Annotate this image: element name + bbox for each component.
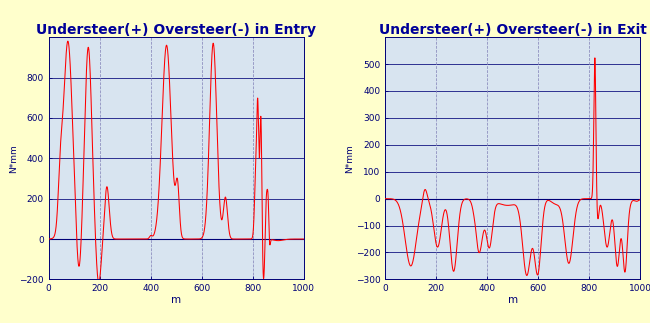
Title: Understeer(+) Oversteer(-) in Entry: Understeer(+) Oversteer(-) in Entry: [36, 23, 317, 37]
X-axis label: m: m: [171, 295, 181, 305]
Title: Understeer(+) Oversteer(-) in Exit: Understeer(+) Oversteer(-) in Exit: [379, 23, 647, 37]
X-axis label: m: m: [508, 295, 518, 305]
Y-axis label: N*mm: N*mm: [9, 144, 18, 173]
Y-axis label: N*mm: N*mm: [345, 144, 354, 173]
